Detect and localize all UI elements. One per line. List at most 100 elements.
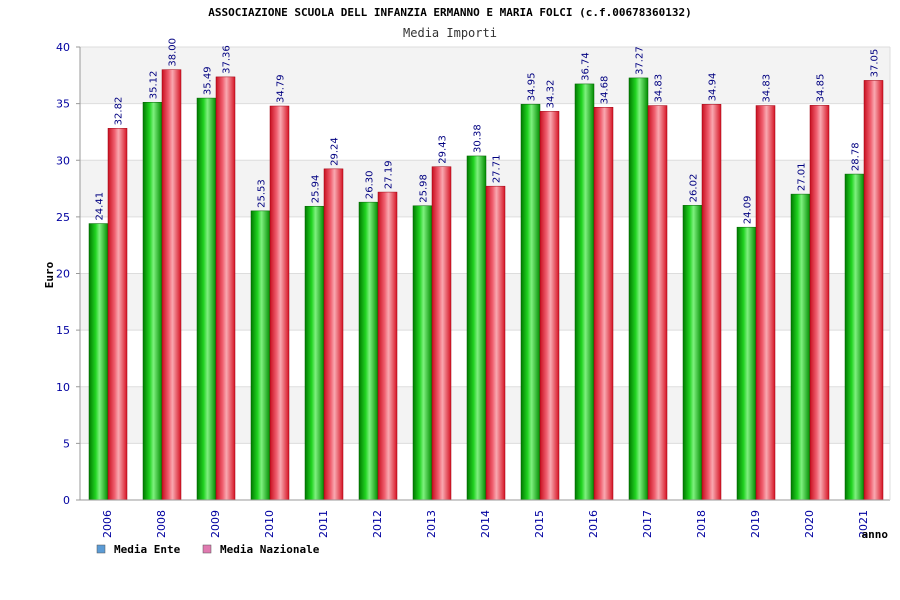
data-label: 38.00: [168, 38, 179, 67]
x-tick-label: 2019: [749, 510, 762, 538]
y-tick-label: 5: [63, 437, 70, 450]
data-label: 27.01: [797, 162, 808, 191]
data-label: 35.12: [149, 71, 160, 100]
data-label: 37.05: [870, 49, 881, 78]
bar-media-nazionale: [593, 106, 614, 501]
data-label: 25.98: [419, 174, 430, 203]
bars: [88, 69, 884, 501]
legend-label-media-nazionale: Media Nazionale: [220, 543, 320, 556]
data-label: 34.85: [816, 74, 827, 103]
bar-media-ente: [466, 155, 487, 501]
bar-media-ente: [574, 83, 595, 501]
data-label: 34.94: [708, 73, 719, 102]
bar-media-ente: [412, 205, 433, 501]
bar-media-ente: [682, 205, 703, 501]
y-tick-label: 10: [56, 381, 70, 394]
data-label: 28.78: [851, 142, 862, 171]
bar-media-nazionale: [323, 168, 344, 501]
y-tick-label: 30: [56, 154, 70, 167]
x-tick-label: 2020: [803, 510, 816, 538]
bar-media-ente: [520, 103, 541, 501]
data-label: 24.09: [743, 196, 754, 225]
data-label: 30.38: [473, 124, 484, 153]
x-tick-label: 2006: [101, 510, 114, 538]
data-label: 34.83: [654, 74, 665, 103]
x-tick-label: 2014: [479, 510, 492, 538]
y-axis-title: Euro: [43, 261, 56, 288]
x-tick-label: 2011: [317, 510, 330, 538]
data-label: 26.02: [689, 174, 700, 203]
x-tick-label: 2013: [425, 510, 438, 538]
x-tick-label: 2018: [695, 510, 708, 538]
bar-media-nazionale: [701, 104, 722, 501]
data-label: 25.53: [257, 179, 268, 208]
data-label: 27.71: [492, 155, 503, 184]
bar-media-ente: [358, 201, 379, 501]
bar-media-nazionale: [377, 191, 398, 501]
bar-media-nazionale: [431, 166, 452, 501]
data-label: 34.79: [276, 74, 287, 103]
data-label: 24.41: [95, 192, 106, 221]
data-label: 35.49: [203, 66, 214, 95]
bar-media-nazionale: [539, 111, 560, 501]
x-tick-label: 2016: [587, 510, 600, 538]
data-label: 29.43: [438, 135, 449, 164]
data-label: 34.68: [600, 76, 611, 105]
x-tick-label: 2012: [371, 510, 384, 538]
data-label: 29.24: [330, 137, 341, 166]
bar-media-nazionale: [215, 76, 236, 501]
data-label: 37.36: [222, 45, 233, 74]
x-axis-title: anno: [862, 528, 889, 541]
data-label: 34.32: [546, 80, 557, 109]
bar-media-ente: [844, 173, 865, 501]
data-label: 37.27: [635, 46, 646, 75]
bar-media-ente: [196, 97, 217, 501]
chart-title: ASSOCIAZIONE SCUOLA DELL INFANZIA ERMANN…: [208, 6, 691, 19]
y-tick-label: 25: [56, 211, 70, 224]
legend-swatch-media-ente: [96, 544, 106, 554]
y-tick-label: 0: [63, 494, 70, 507]
bar-media-ente: [250, 210, 271, 501]
bar-media-nazionale: [647, 105, 668, 501]
x-tick-label: 2008: [155, 510, 168, 538]
value-labels: 24.41 32.82 35.12 38.00 35.49 37.36 25.53 34.79…: [95, 38, 881, 224]
y-tick-labels: 0 5 10 15 20 25 30 35 40: [56, 41, 70, 507]
bar-media-nazionale: [755, 105, 776, 501]
bar-media-nazionale: [161, 69, 182, 501]
x-tick-label: 2017: [641, 510, 654, 538]
x-tick-label: 2009: [209, 510, 222, 538]
bar-media-ente: [790, 193, 811, 501]
legend-swatch-media-nazionale: [202, 544, 212, 554]
data-label: 34.83: [762, 74, 773, 103]
data-label: 34.95: [527, 73, 538, 102]
legend: Media Ente Media Nazionale: [96, 543, 320, 556]
bar-media-ente: [142, 102, 163, 501]
bar-media-nazionale: [269, 105, 290, 501]
x-tick-labels: 2006 2008 2009 2010 2011 2012 2013 2014 2015 2016…: [101, 510, 870, 538]
x-tick-label: 2021: [857, 510, 870, 538]
y-tick-label: 20: [56, 268, 70, 281]
bar-media-ente: [88, 223, 109, 501]
data-label: 26.30: [365, 171, 376, 200]
data-label: 32.82: [114, 97, 125, 126]
y-tick-label: 35: [56, 98, 70, 111]
bar-media-ente: [628, 77, 649, 501]
x-tick-label: 2015: [533, 510, 546, 538]
bar-media-nazionale: [107, 128, 128, 501]
x-tick-label: 2010: [263, 510, 276, 538]
plot-band: [80, 47, 890, 104]
chart-subtitle: Media Importi: [403, 26, 497, 40]
data-label: 36.74: [581, 52, 592, 81]
y-tick-label: 40: [56, 41, 70, 54]
axes: [76, 46, 891, 501]
bar-media-ente: [304, 205, 325, 501]
data-label: 27.19: [384, 160, 395, 189]
data-label: 25.94: [311, 175, 322, 204]
bar-media-nazionale: [809, 105, 830, 501]
bar-media-ente: [736, 226, 757, 501]
bar-media-nazionale: [863, 80, 884, 501]
y-tick-label: 15: [56, 324, 70, 337]
bar-media-nazionale: [485, 185, 506, 501]
